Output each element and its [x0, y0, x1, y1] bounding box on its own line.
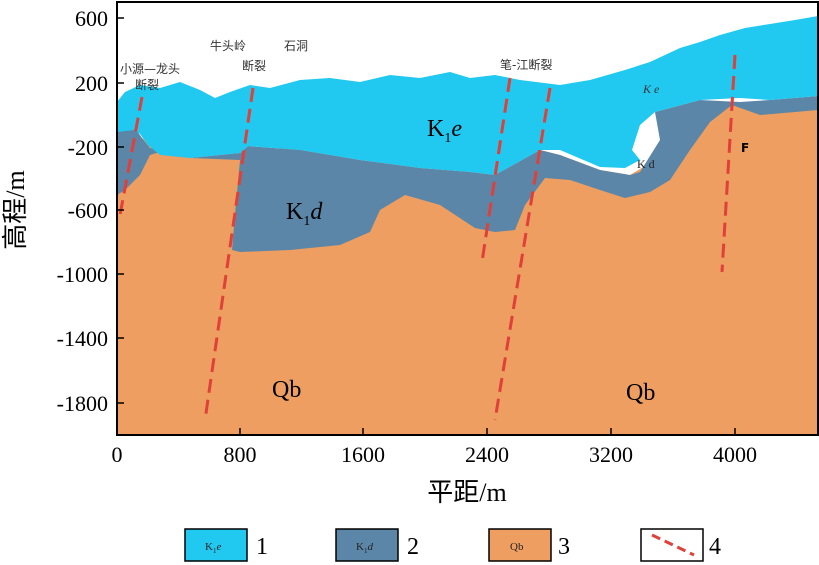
legend-number-2: 2	[407, 534, 419, 560]
y-tick-label: 600	[75, 6, 108, 31]
fault-bi-jiang-east	[493, 87, 552, 421]
legend-symbol-k1e: K1e	[205, 541, 221, 555]
unit-k1d-sub: 1	[303, 214, 310, 229]
unit-label-k1d-small: K d	[637, 157, 655, 171]
legend-number-1: 1	[256, 534, 268, 560]
x-tick-label: 2400	[465, 442, 509, 467]
k1d-layer	[117, 96, 818, 252]
legend-k1e-ital: e	[216, 541, 221, 553]
x-tick-label: 800	[224, 442, 257, 467]
legend-k1d-sub: 1	[364, 547, 368, 555]
fault-label-xiaoyuan-l1: 小源—龙头	[120, 62, 180, 76]
unit-k1e-sub: 1	[444, 131, 451, 146]
legend-swatch-k1e	[184, 528, 248, 562]
unit-label-k1e: K1e	[427, 116, 462, 146]
unit-label-qb-left: Qb	[272, 377, 301, 403]
plot-frame	[116, 1, 819, 436]
unit-k1d-ital: d	[310, 199, 323, 225]
y-tick-label: 200	[75, 71, 108, 96]
legend-k1e-main: K	[205, 541, 213, 553]
fault-label-niutouling-l2: 断裂	[242, 58, 266, 73]
fault-label-niutouling-l1: 牛头岭	[210, 38, 246, 53]
k1e-layer	[117, 16, 818, 175]
fault-lines	[118, 54, 737, 421]
unit-k1d-main: K	[286, 199, 304, 225]
y-tick-label: -200	[68, 135, 108, 160]
legend-k1e-sub: 1	[213, 547, 217, 555]
legend: K1e 1 K1d 2 Qb 3 4	[184, 528, 721, 562]
fault-niutouling	[203, 87, 255, 421]
y-tick-label: -1800	[57, 391, 108, 416]
x-tick-label: 1600	[341, 442, 385, 467]
fault-label-bi-jiang: 笔-江断裂	[500, 57, 552, 72]
legend-k1d-main: K	[356, 541, 364, 553]
y-axis-title: 高程/m	[1, 170, 30, 249]
x-tick-label: 0	[112, 442, 123, 467]
unit-label-k1d: K1d	[286, 199, 323, 229]
unit-k1e-main: K	[427, 116, 445, 142]
x-axis-title: 平距/m	[427, 478, 506, 507]
y-tick-marks	[116, 17, 736, 435]
x-tick-label: 4000	[713, 442, 757, 467]
fault-f	[720, 54, 737, 273]
legend-fault-symbol	[651, 533, 695, 557]
fault-label-f: F	[741, 141, 749, 155]
unit-label-qb-right: Qb	[626, 380, 655, 406]
unit-k1e-ital: e	[451, 116, 462, 142]
legend-symbol-k1d: K1d	[356, 541, 373, 555]
legend-symbol-qb: Qb	[510, 541, 524, 553]
unit-label-k1e-small: K e	[642, 82, 660, 96]
fault-bi-jiang-west	[480, 77, 512, 263]
y-tick-label: -1400	[57, 326, 108, 351]
y-tick-label: -600	[68, 198, 108, 223]
fault-label-xiaoyuan-l2: 断裂	[135, 77, 159, 92]
legend-swatch-qb	[488, 528, 552, 562]
legend-k1d-ital: d	[367, 541, 373, 553]
y-tick-label: -1000	[57, 262, 108, 287]
x-tick-label: 3200	[589, 442, 633, 467]
legend-swatch-k1d	[335, 528, 399, 562]
legend-number-4: 4	[709, 534, 721, 560]
legend-number-3: 3	[558, 534, 570, 560]
fault-label-shidong: 石洞	[284, 39, 308, 53]
